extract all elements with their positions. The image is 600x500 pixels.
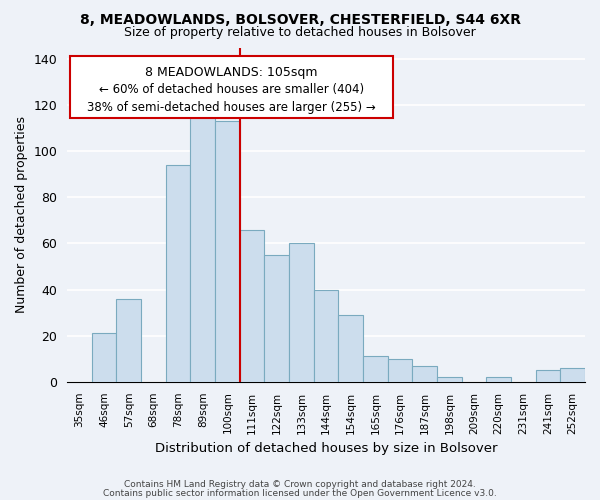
Bar xyxy=(536,370,560,382)
Bar xyxy=(412,366,437,382)
Text: 38% of semi-detached houses are larger (255) →: 38% of semi-detached houses are larger (… xyxy=(87,101,376,114)
Bar xyxy=(437,377,462,382)
Text: Contains public sector information licensed under the Open Government Licence v3: Contains public sector information licen… xyxy=(103,488,497,498)
Text: Contains HM Land Registry data © Crown copyright and database right 2024.: Contains HM Land Registry data © Crown c… xyxy=(124,480,476,489)
Bar xyxy=(363,356,388,382)
FancyBboxPatch shape xyxy=(70,56,394,118)
Text: 8, MEADOWLANDS, BOLSOVER, CHESTERFIELD, S44 6XR: 8, MEADOWLANDS, BOLSOVER, CHESTERFIELD, … xyxy=(79,12,521,26)
Y-axis label: Number of detached properties: Number of detached properties xyxy=(15,116,28,313)
Text: ← 60% of detached houses are smaller (404): ← 60% of detached houses are smaller (40… xyxy=(99,82,364,96)
Bar xyxy=(265,255,289,382)
Bar xyxy=(314,290,338,382)
Bar xyxy=(215,122,240,382)
X-axis label: Distribution of detached houses by size in Bolsover: Distribution of detached houses by size … xyxy=(155,442,497,455)
Bar xyxy=(560,368,585,382)
Bar xyxy=(240,230,265,382)
Text: Size of property relative to detached houses in Bolsover: Size of property relative to detached ho… xyxy=(124,26,476,39)
Bar xyxy=(338,315,363,382)
Bar xyxy=(116,299,141,382)
Bar xyxy=(190,110,215,382)
Text: 8 MEADOWLANDS: 105sqm: 8 MEADOWLANDS: 105sqm xyxy=(145,66,318,79)
Bar xyxy=(388,359,412,382)
Bar xyxy=(289,244,314,382)
Bar xyxy=(92,334,116,382)
Bar xyxy=(166,165,190,382)
Bar xyxy=(487,377,511,382)
